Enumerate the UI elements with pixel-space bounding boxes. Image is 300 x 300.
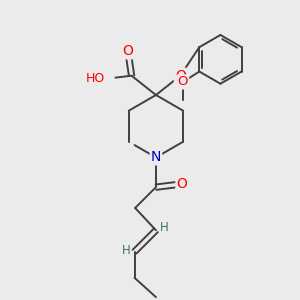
Text: O: O (175, 69, 186, 83)
Text: H: H (122, 244, 130, 257)
Text: O: O (178, 75, 188, 88)
Text: HO: HO (85, 72, 105, 85)
Text: O: O (176, 177, 187, 191)
Text: O: O (123, 44, 134, 58)
Text: N: N (151, 150, 161, 164)
Text: H: H (160, 221, 169, 234)
